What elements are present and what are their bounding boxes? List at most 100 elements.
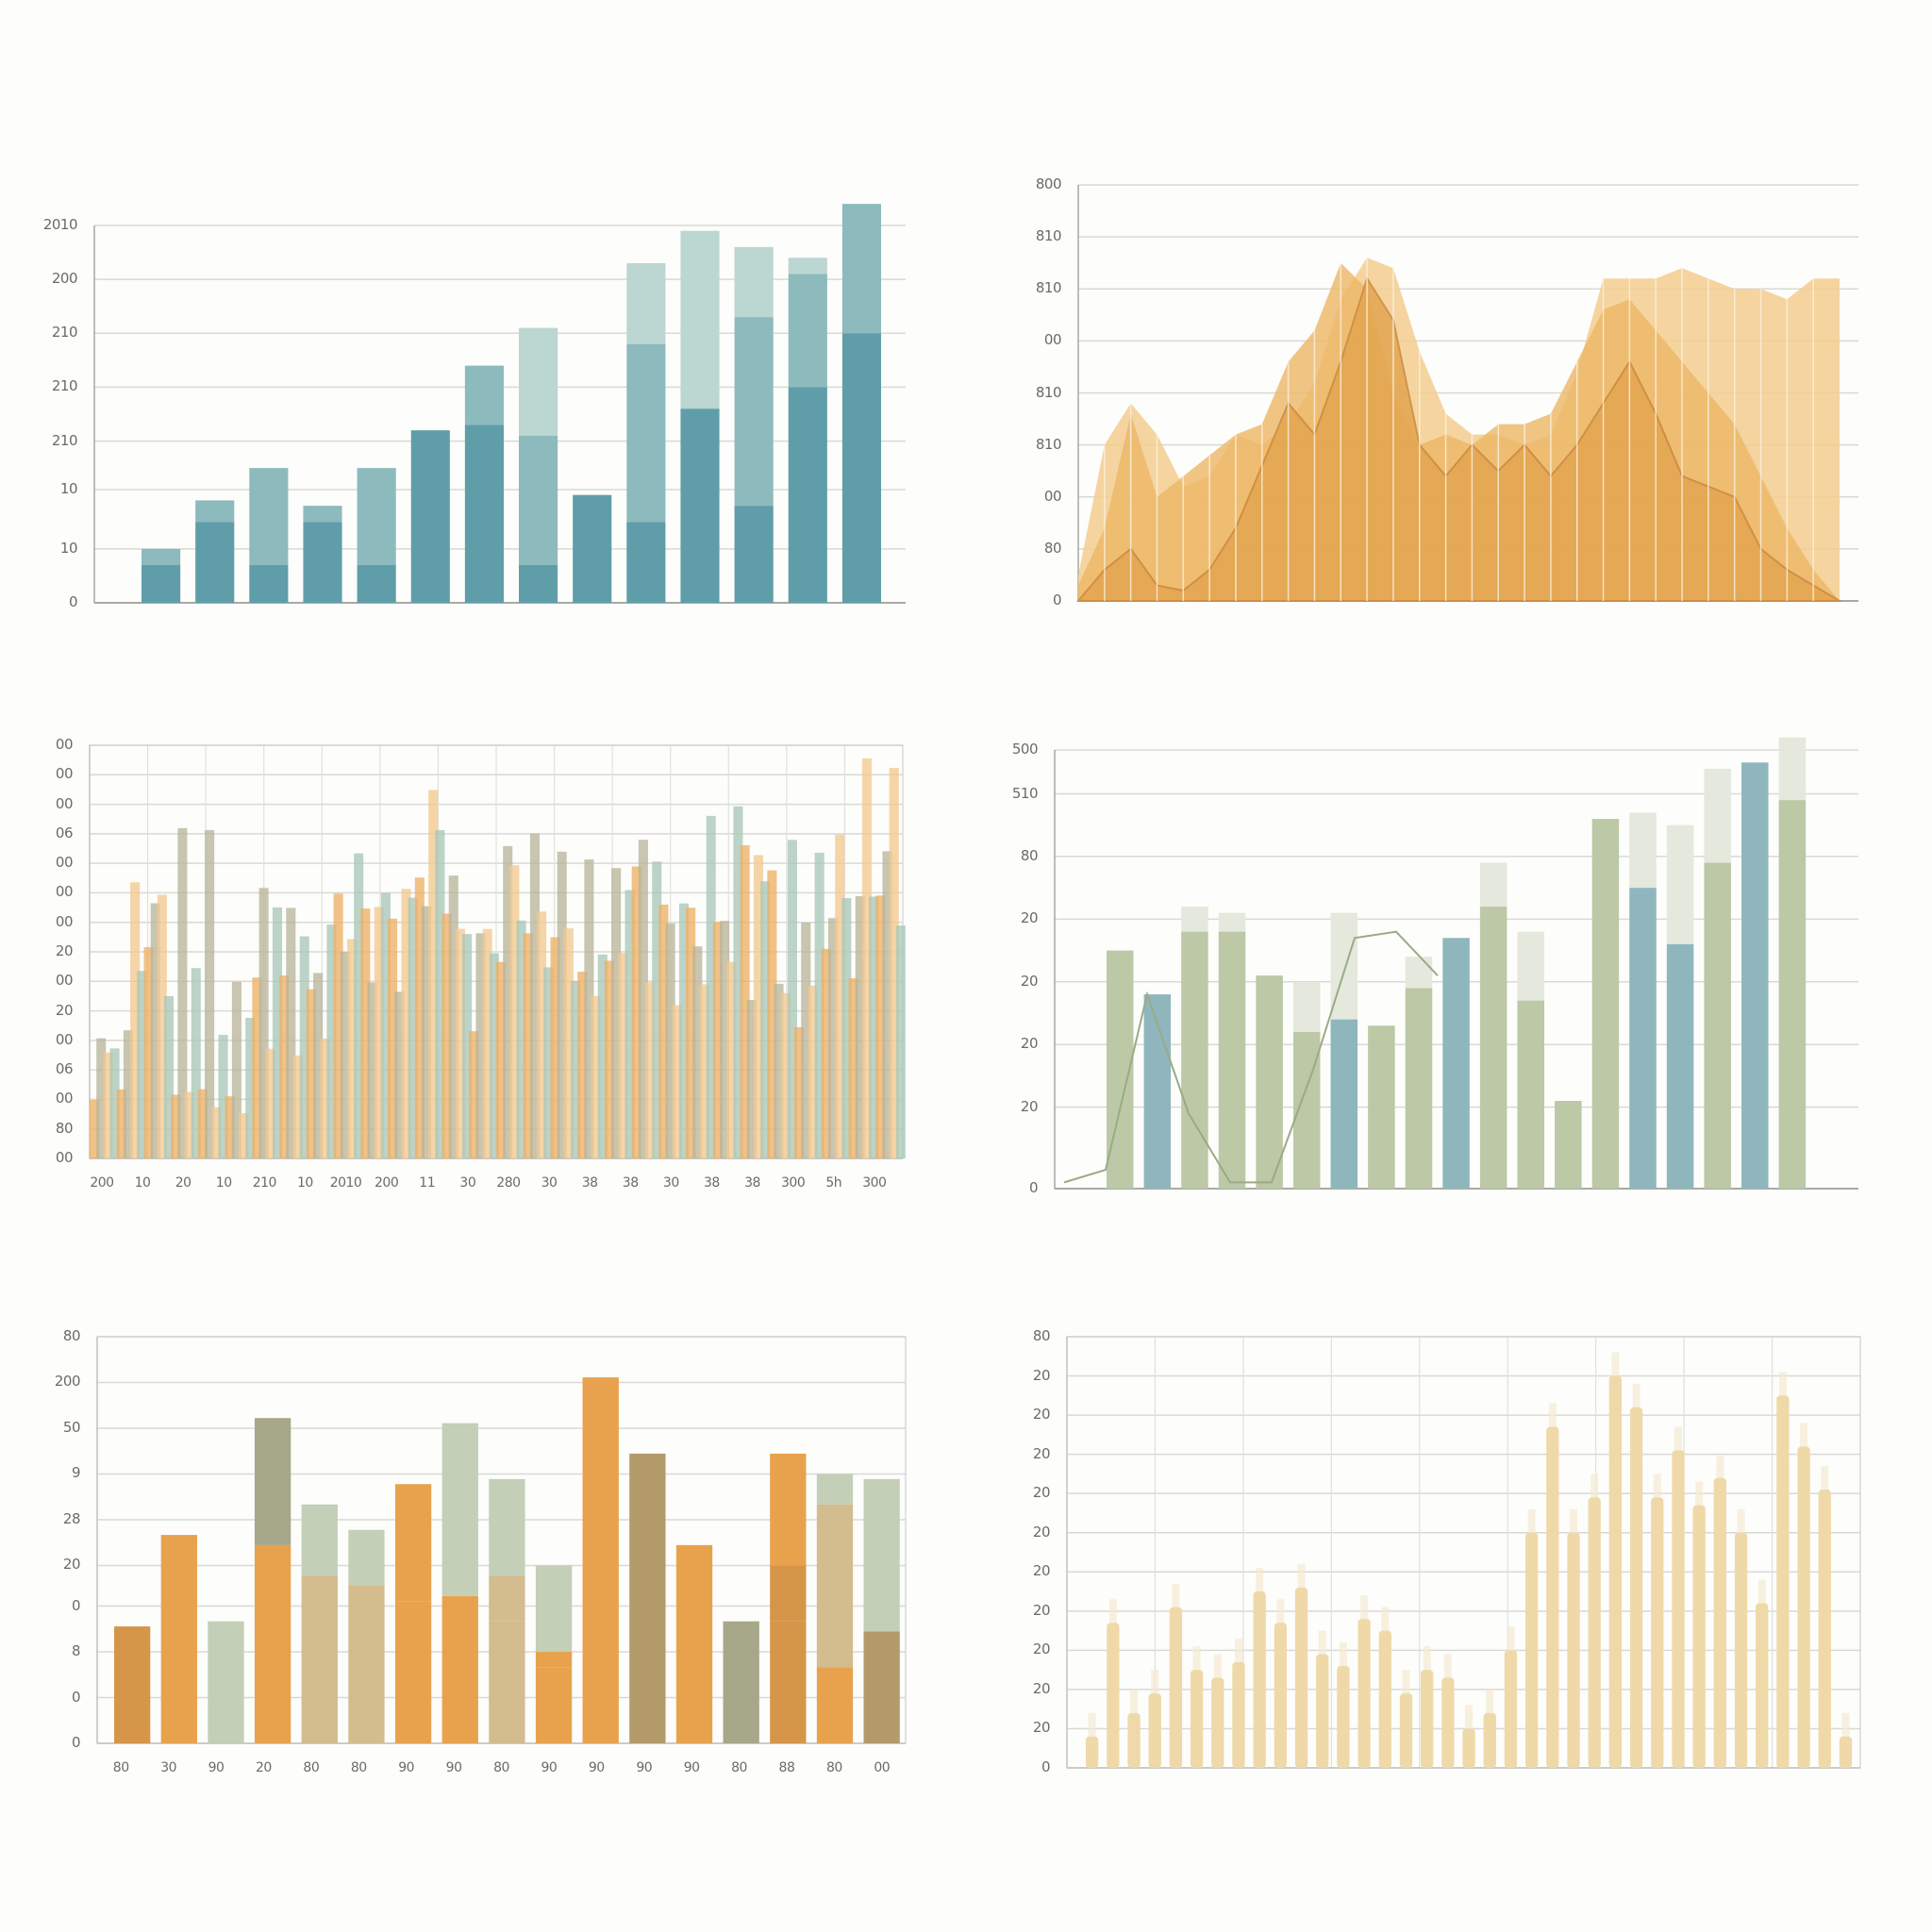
- chart-middle-left-dense-bar: 00 00 00 06 00 00 00 20 00 20 00 06 00 80 00 200 10 20 10 2…: [56, 736, 906, 1191]
- y-tick-label: 00: [55, 1149, 74, 1166]
- x-tick-label: 90: [398, 1760, 415, 1775]
- y-tick-label: 810: [1035, 383, 1062, 401]
- y-tick-label: 510: [1011, 784, 1039, 802]
- y-tick-label: 06: [55, 824, 74, 841]
- y-tick-label: 0: [71, 1596, 81, 1614]
- y-tick-label: 20: [1032, 1484, 1051, 1502]
- y-tick-label: 00: [55, 883, 74, 901]
- y-tick-label: 00: [55, 765, 74, 783]
- y-tick-label: 80: [62, 1327, 81, 1344]
- y-tick-label: 0: [71, 1688, 81, 1706]
- plot-area: [89, 744, 906, 1159]
- chart-bottom-left-stacked-bar: 80 200 50 9 28 20 0 8 0 0 80 30 90 20 80 80 90 90 80 90 90 90…: [55, 1327, 907, 1775]
- x-tick-label: 80: [731, 1760, 747, 1775]
- y-tick-label: 00: [55, 794, 74, 812]
- x-tick-label: 80: [112, 1760, 129, 1775]
- y-tick-label: 500: [1011, 741, 1039, 758]
- x-tick-label: 30: [160, 1760, 177, 1775]
- y-tick-label: 0: [71, 1734, 81, 1751]
- x-tick-label: 20: [175, 1175, 192, 1191]
- y-tick-label: 210: [51, 377, 78, 395]
- plot-area: [1054, 737, 1858, 1190]
- x-tick-label: 10: [134, 1175, 151, 1191]
- y-tick-label: 810: [1035, 435, 1062, 453]
- y-tick-label: 28: [62, 1509, 81, 1527]
- y-tick-label: 20: [55, 942, 74, 959]
- x-tick-label: 90: [208, 1760, 225, 1775]
- plot-area: [93, 204, 906, 604]
- y-tick-label: 10: [59, 480, 78, 497]
- x-tick-label: 90: [588, 1760, 605, 1775]
- y-tick-label: 20: [55, 1001, 74, 1019]
- x-tick-label: 200: [90, 1175, 114, 1191]
- y-tick-label: 80: [55, 1119, 74, 1137]
- x-tick-label: 10: [297, 1175, 313, 1191]
- x-tick-label: 90: [541, 1760, 558, 1775]
- y-tick-label: 20: [1020, 1035, 1039, 1053]
- y-tick-label: 20: [1020, 1097, 1039, 1115]
- plot-area: [96, 1336, 907, 1744]
- y-tick-label: 20: [1032, 1562, 1051, 1580]
- y-tick-label: 0: [1028, 1179, 1039, 1196]
- y-tick-label: 50: [62, 1418, 81, 1436]
- y-tick-label: 00: [1043, 487, 1062, 505]
- x-tick-label: 300: [862, 1175, 887, 1191]
- x-tick-label: 30: [459, 1175, 476, 1191]
- chart-top-left-stacked-bar: 2010 200 210 210 210 10 10 0: [43, 204, 906, 610]
- y-tick-label: 20: [1032, 1719, 1051, 1737]
- x-tick-label: 30: [541, 1175, 558, 1191]
- x-tick-label: 80: [493, 1760, 509, 1775]
- x-tick-label: 10: [215, 1175, 232, 1191]
- x-tick-label: 210: [252, 1175, 277, 1191]
- y-tick-label: 210: [51, 324, 78, 341]
- y-tick-label: 20: [1032, 1444, 1051, 1462]
- y-tick-label: 80: [1043, 539, 1062, 557]
- x-tick-label: 11: [419, 1175, 436, 1191]
- chart-middle-right-bar-line: 500 510 80 20 20 20 20 0: [1012, 737, 1858, 1196]
- y-tick-label: 20: [1032, 1523, 1051, 1541]
- x-tick-label: 38: [622, 1175, 639, 1191]
- x-tick-label: 200: [375, 1175, 399, 1191]
- y-tick-label: 0: [68, 593, 78, 610]
- y-tick-label: 9: [71, 1464, 81, 1482]
- y-tick-label: 0: [1052, 591, 1062, 608]
- x-tick-label: 20: [256, 1760, 272, 1775]
- chart-bottom-right-bar: 80 20 20 20 20 20 20 20 20 20 20 0: [1033, 1327, 1861, 1775]
- x-tick-label: 80: [825, 1760, 842, 1775]
- x-tick-label: 38: [744, 1175, 760, 1191]
- y-tick-label: 80: [1020, 846, 1039, 864]
- y-tick-label: 80: [1032, 1327, 1051, 1344]
- x-tick-label: 00: [874, 1760, 891, 1775]
- y-tick-label: 200: [51, 270, 78, 288]
- y-tick-label: 20: [1020, 909, 1039, 927]
- y-tick-label: 00: [55, 912, 74, 930]
- x-tick-label: 88: [778, 1760, 795, 1775]
- x-tick-label: 80: [350, 1760, 367, 1775]
- x-tick-label: 80: [303, 1760, 320, 1775]
- y-tick-label: 06: [55, 1060, 74, 1078]
- x-tick-label: 38: [704, 1175, 720, 1191]
- y-tick-label: 00: [55, 972, 74, 990]
- y-tick-label: 20: [1032, 1406, 1051, 1424]
- y-tick-label: 0: [1041, 1758, 1051, 1775]
- y-tick-label: 20: [62, 1556, 81, 1574]
- y-tick-label: 810: [1035, 279, 1062, 297]
- x-tick-label: 90: [445, 1760, 462, 1775]
- x-tick-label: 90: [636, 1760, 653, 1775]
- y-tick-label: 00: [55, 736, 74, 753]
- x-tick-label: 5h: [825, 1175, 842, 1191]
- x-tick-label: 280: [496, 1175, 521, 1191]
- y-tick-label: 210: [51, 431, 78, 449]
- y-tick-label: 20: [1032, 1366, 1051, 1384]
- plot-area: [1066, 1336, 1861, 1769]
- y-tick-label: 2010: [42, 216, 78, 233]
- y-tick-label: 20: [1032, 1601, 1051, 1619]
- y-tick-label: 810: [1035, 227, 1062, 245]
- y-tick-label: 200: [54, 1373, 81, 1391]
- y-tick-label: 20: [1032, 1679, 1051, 1697]
- y-tick-label: 00: [55, 854, 74, 872]
- x-tick-label: 2010: [329, 1175, 362, 1191]
- y-tick-label: 00: [1043, 331, 1062, 349]
- x-tick-label: 38: [581, 1175, 598, 1191]
- x-tick-label: 300: [781, 1175, 806, 1191]
